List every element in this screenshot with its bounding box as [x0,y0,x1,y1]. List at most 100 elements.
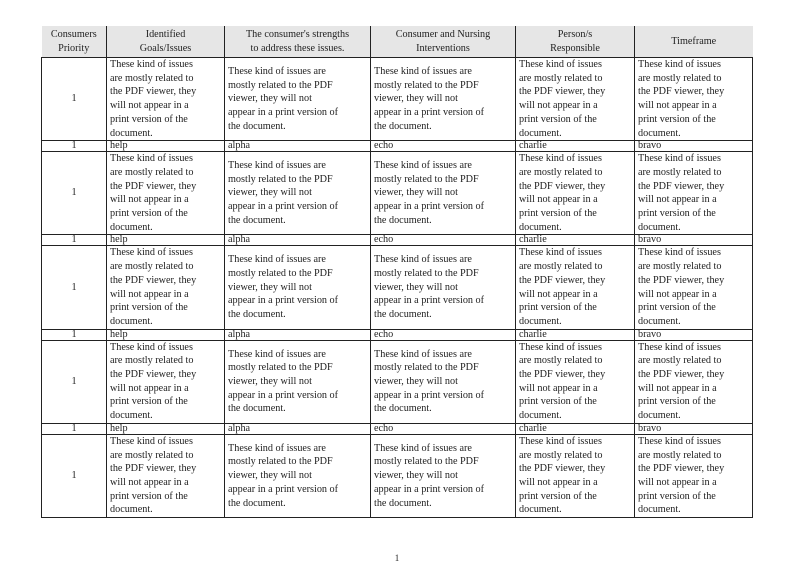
cell-interventions: echo [370,422,516,435]
cell-line: print version of the [519,113,597,125]
header-line: Identified [145,28,186,40]
cell-line: will not appear in a [519,100,598,112]
cell-interventions: echo [370,140,516,153]
cell-priority: 1 [41,56,107,142]
cell-line: document. [110,315,153,327]
cell-line: the PDF viewer, they [638,86,725,98]
cell-line: 1 [71,93,77,105]
cell-line: document. [110,504,153,516]
cell-strengths: These kind of issues are mostly related t… [224,433,371,519]
cell-line: the PDF viewer, they [519,180,606,192]
cell-line: the document. [228,497,286,509]
cell-responsible: These kind of issues are mostly related t… [515,433,635,519]
cell-line: will not appear in a [110,100,189,112]
cell-line: These kind of issues [519,247,602,259]
cell-line: charlie [519,140,547,152]
cell-line: document. [110,221,153,233]
cell-interventions: These kind of issues are mostly related t… [370,151,516,236]
cell-responsible: These kind of issues are mostly related t… [515,56,635,142]
cell-line: appear in a print version of [374,201,485,213]
cell-line: print version of the [519,208,597,220]
cell-line: viewer, they will not [228,470,312,482]
cell-line: These kind of issues [519,59,602,70]
cell-line: These kind of issues [638,153,721,165]
cell-timeframe: These kind of issues are mostly related t… [634,433,753,519]
cell-responsible: charlie [515,234,635,247]
cell-line: viewer, they will not [374,281,458,293]
cell-line: print version of the [519,302,597,314]
cell-line: 1 [71,281,77,293]
cell-line: are mostly related to [638,72,722,84]
cell-line: are mostly related to [519,261,603,273]
cell-line: 1 [71,187,77,199]
cell-line: These kind of issues [110,59,193,70]
cell-line: the PDF viewer, they [519,86,606,98]
cell-responsible: These kind of issues are mostly related t… [515,245,635,330]
cell-interventions: These kind of issues are mostly related t… [370,245,516,330]
cell-line: bravo [638,234,662,246]
cell-line: These kind of issues [638,341,721,353]
cell-line: the PDF viewer, they [638,180,725,192]
cell-line: the PDF viewer, they [110,274,197,286]
table-row: 1 These kind of issues are mostly related … [41,339,753,424]
cell-line: print version of the [110,490,188,502]
cell-line: document. [110,410,153,422]
cell-responsible: charlie [515,328,635,341]
cell-line: These kind of issues are [228,65,326,77]
cell-line: viewer, they will not [228,187,312,199]
cell-line: print version of the [638,302,716,314]
cell-line: print version of the [110,302,188,314]
cell-line: print version of the [638,490,716,502]
cell-line: These kind of issues [638,435,721,447]
cell-line: the document. [228,309,286,321]
cell-line: appear in a print version of [228,389,339,401]
cell-line: mostly related to the PDF [228,79,333,91]
cell-line: mostly related to the PDF [228,173,333,185]
cell-line: will not appear in a [110,382,189,394]
cell-interventions: echo [370,234,516,247]
cell-line: are mostly related to [110,355,194,367]
cell-line: the document. [228,403,286,415]
cell-line: bravo [638,328,662,340]
cell-line: These kind of issues are [228,160,326,172]
cell-line: 1 [71,328,77,340]
cell-timeframe: bravo [634,234,753,247]
cell-line: will not appear in a [638,382,717,394]
cell-line: will not appear in a [110,476,189,488]
cell-line: help [110,328,128,340]
cell-goals: These kind of issues are mostly related t… [106,151,225,236]
cell-interventions: These kind of issues are mostly related t… [370,56,516,142]
header-line: Responsible [550,42,600,54]
cell-line: print version of the [110,396,188,408]
cell-priority: 1 [41,245,107,330]
table-row: 1 These kind of issues are mostly related … [41,433,753,519]
cell-line: document. [638,504,681,516]
header-line: Interventions [416,42,470,54]
cell-strengths: alpha [224,140,371,153]
cell-line: These kind of issues are [228,348,326,360]
cell-line: appear in a print version of [374,295,485,307]
cell-goals: These kind of issues are mostly related t… [106,245,225,330]
cell-strengths: alpha [224,422,371,435]
cell-line: the document. [374,497,432,509]
cell-line: viewer, they will not [374,93,458,105]
cell-line: will not appear in a [519,194,598,206]
cell-line: These kind of issues [110,435,193,447]
cell-responsible: These kind of issues are mostly related t… [515,339,635,424]
header-timeframe: Timeframe [634,26,753,58]
cell-goals: help [106,422,225,435]
cell-line: These kind of issues are [228,254,326,266]
cell-priority: 1 [41,328,107,341]
cell-line: print version of the [638,396,716,408]
cell-line: mostly related to the PDF [374,173,479,185]
cell-line: the PDF viewer, they [638,274,725,286]
cell-line: are mostly related to [110,72,194,84]
cell-line: These kind of issues are [374,65,472,77]
cell-line: appear in a print version of [228,106,339,118]
header-line: Consumer and Nursing [395,28,491,40]
cell-strengths: These kind of issues are mostly related t… [224,245,371,330]
cell-line: help [110,234,128,246]
table-row: 1 help alpha echo charlie bravo [41,422,753,435]
cell-goals: These kind of issues are mostly related t… [106,433,225,519]
cell-line: These kind of issues [519,435,602,447]
